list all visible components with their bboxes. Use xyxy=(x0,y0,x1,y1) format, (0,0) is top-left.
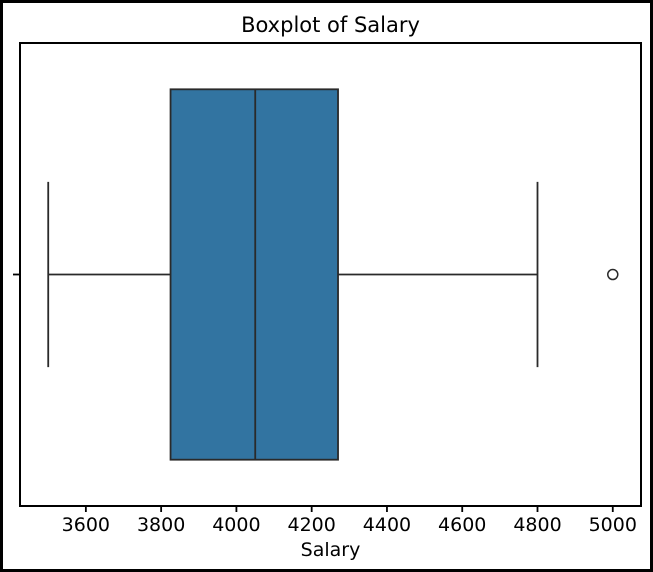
x-tick-label: 3600 xyxy=(62,514,110,536)
x-tick-label: 4000 xyxy=(212,514,260,536)
iqr-box xyxy=(169,88,339,461)
x-tick-label: 5000 xyxy=(589,514,637,536)
chart-title: Boxplot of Salary xyxy=(241,13,420,37)
x-axis-label: Salary xyxy=(301,539,361,561)
x-tick-label: 4200 xyxy=(288,514,336,536)
x-tick-label: 4600 xyxy=(438,514,486,536)
plot-content: 3600 3800 4000 4200 4400 4600 4800 5000 xyxy=(13,88,637,536)
plot-area-frame xyxy=(19,42,642,507)
x-tick-label: 4800 xyxy=(513,514,561,536)
outlier-point xyxy=(607,268,619,281)
x-tick-label: 4400 xyxy=(363,514,411,536)
x-tick-label: 3800 xyxy=(137,514,185,536)
